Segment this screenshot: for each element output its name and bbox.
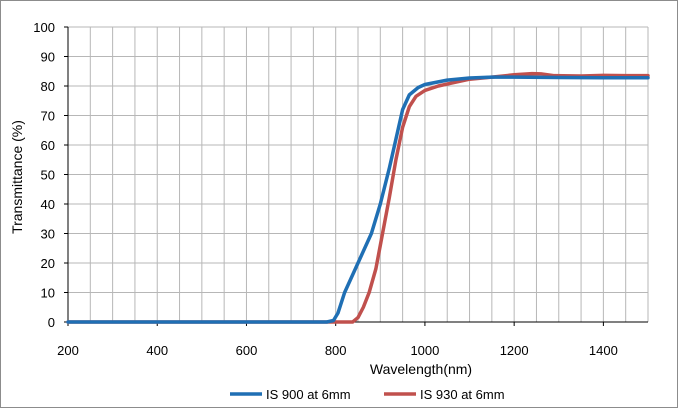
y-axis-title: Transmittance (%): [9, 120, 25, 234]
y-tick-label: 80: [41, 79, 55, 94]
x-tick-label: 1000: [410, 343, 439, 358]
y-tick-label: 70: [41, 109, 55, 124]
legend: IS 900 at 6mm IS 930 at 6mm: [230, 387, 505, 402]
y-tick-label: 40: [41, 197, 55, 212]
y-axis-ticks: 0 10 20 30 40 50 60 70 80 90 100: [33, 20, 68, 330]
y-tick-label: 20: [41, 256, 55, 271]
legend-label-is-930: IS 930 at 6mm: [420, 387, 505, 402]
y-tick-label: 10: [41, 286, 55, 301]
series-line-is-900-at-6mm: [66, 75, 650, 324]
y-tick-label: 90: [41, 50, 55, 65]
y-tick-label: 50: [41, 168, 55, 183]
grid: [68, 26, 649, 322]
x-tick-label: 600: [236, 343, 258, 358]
x-tick-label: 800: [325, 343, 347, 358]
y-tick-label: 30: [41, 227, 55, 242]
x-tick-label: 1400: [589, 343, 618, 358]
x-axis-title: Wavelength(nm): [370, 361, 472, 377]
y-tick-label: 100: [33, 20, 55, 35]
x-tick-label: 400: [146, 343, 168, 358]
y-tick-label: 0: [48, 315, 55, 330]
x-axis-ticks: 200 400 600 800 1000 1200 1400: [57, 322, 618, 358]
legend-label-is-900: IS 900 at 6mm: [266, 387, 351, 402]
series-group: [66, 71, 650, 324]
x-tick-label: 200: [57, 343, 79, 358]
x-tick-label: 1200: [500, 343, 529, 358]
y-tick-label: 60: [41, 138, 55, 153]
